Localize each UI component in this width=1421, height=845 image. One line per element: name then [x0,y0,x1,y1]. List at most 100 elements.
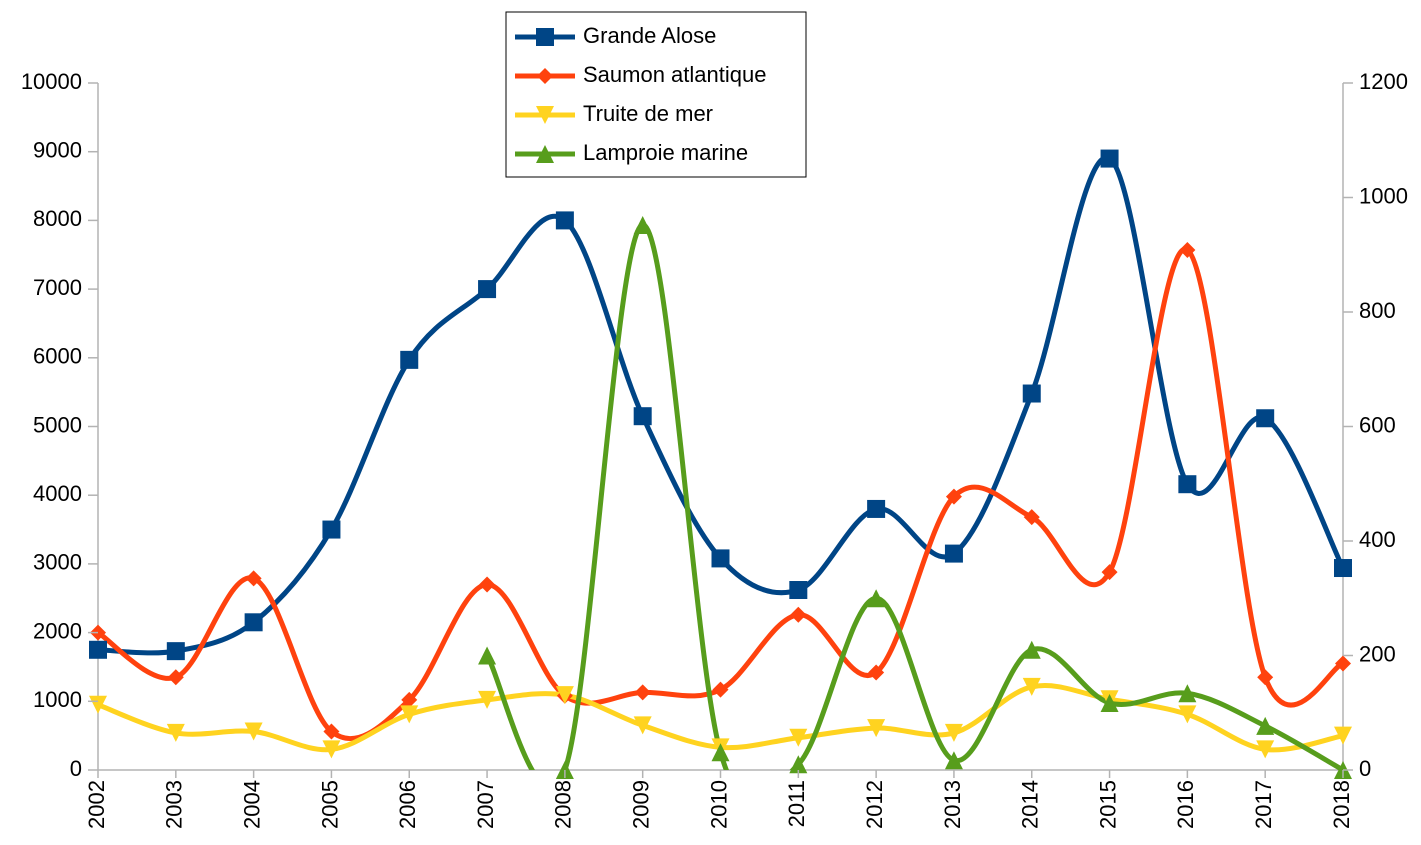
y-tick-label: 0 [70,756,82,781]
x-tick-label: 2015 [1095,780,1120,829]
marker [322,520,341,539]
legend-marker [536,28,554,46]
x-tick-label: 2003 [162,780,187,829]
marker [1257,669,1274,686]
marker [479,576,496,593]
marker [944,723,963,742]
x-tick-label: 2008 [551,780,576,829]
marker [166,723,185,742]
y2-tick-label: 0 [1359,756,1371,781]
marker [323,723,340,740]
x-tick-label: 2010 [706,780,731,829]
marker [478,280,497,299]
y2-tick-label: 800 [1359,298,1396,323]
marker [789,728,808,747]
marker [1022,677,1041,696]
marker [790,606,807,623]
marker [245,570,262,587]
legend-marker [537,68,553,84]
y-tick-label: 5000 [33,412,82,437]
marker [711,549,730,568]
y-tick-label: 10000 [21,69,82,94]
marker [400,705,419,724]
marker [166,642,185,661]
legend-label: Saumon atlantique [583,62,766,87]
x-tick-label: 2007 [473,780,498,829]
marker [789,581,808,600]
y-tick-label: 2000 [33,618,82,643]
marker [633,215,652,234]
series-line [98,247,1343,742]
y2-tick-label: 600 [1359,412,1396,437]
y-tick-label: 7000 [33,275,82,300]
legend-marker [536,145,554,163]
marker [1256,409,1275,428]
plot-area [98,155,1343,770]
x-tick-label: 2006 [395,780,420,829]
marker [1100,149,1119,168]
marker [1334,559,1352,578]
y2-tick-label: 400 [1359,527,1396,552]
marker [322,740,341,759]
marker [634,684,651,701]
marker [944,751,963,770]
x-tick-label: 2013 [940,780,965,829]
marker [167,669,184,686]
marker [244,613,263,632]
marker [868,664,885,681]
y-tick-label: 3000 [33,550,82,575]
marker [1256,716,1275,735]
legend-label: Truite de mer [583,101,713,126]
marker [789,755,808,774]
marker [89,640,107,659]
marker [400,350,419,369]
marker [633,407,652,426]
y-tick-label: 4000 [33,481,82,506]
y-tick-label: 9000 [33,138,82,163]
y2-tick-label: 1200 [1359,69,1408,94]
marker [244,722,263,741]
marker [478,690,497,709]
y-tick-label: 1000 [33,687,82,712]
y2-tick-label: 200 [1359,641,1396,666]
x-tick-label: 2004 [239,780,264,829]
marker [712,681,729,698]
marker [555,211,574,230]
marker [711,743,730,762]
series-line [98,155,1343,656]
marker [867,589,886,608]
marker [1178,475,1197,494]
y-tick-label: 8000 [33,206,82,231]
marker [401,691,418,708]
x-tick-label: 2018 [1329,780,1354,829]
y2-tick-label: 1000 [1359,183,1408,208]
marker [1178,684,1197,703]
markers [89,149,1352,779]
marker [944,544,963,563]
x-tick-label: 2002 [84,780,109,829]
x-tick-label: 2014 [1018,780,1043,829]
y-tick-label: 6000 [33,344,82,369]
marker [1334,726,1352,745]
marker [633,716,652,735]
x-tick-label: 2017 [1251,780,1276,829]
marker [1022,640,1041,659]
marker [1256,740,1275,759]
x-tick-label: 2012 [862,780,887,829]
legend-label: Lamproie marine [583,140,748,165]
marker [1335,655,1351,672]
marker [1101,564,1118,581]
marker [1178,705,1197,724]
legend-label: Grande Alose [583,23,716,48]
marker [478,646,497,665]
x-tick-label: 2005 [317,780,342,829]
x-tick-label: 2016 [1173,780,1198,829]
legend-marker [536,106,554,124]
series-line [484,222,1343,770]
legend: Grande Alose Saumon atlantique Truite de m… [515,23,766,165]
marker [945,488,962,505]
marker [867,499,886,518]
marker [1100,694,1119,713]
marker [867,719,886,738]
